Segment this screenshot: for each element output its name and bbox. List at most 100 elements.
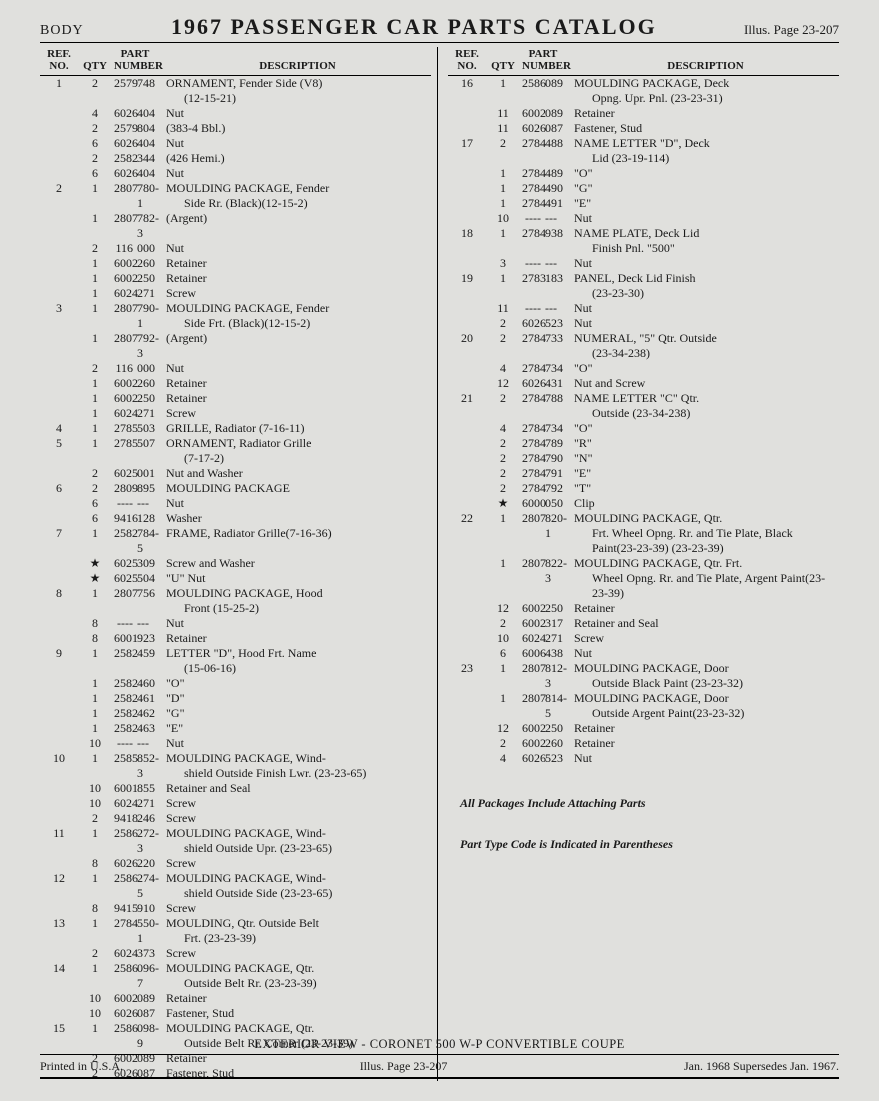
cell-qty: 1	[78, 211, 112, 241]
table-row: 106024271Screw	[448, 631, 839, 646]
cell-part-suffix: ---	[135, 616, 158, 631]
table-row: 212807780-1MOULDING PACKAGE, FenderSide …	[40, 181, 431, 211]
cell-qty: 1	[78, 706, 112, 721]
cell-description: MOULDING, Qtr. Outside BeltFrt. (23-23-3…	[158, 916, 431, 946]
cell-description: GRILLE, Radiator (7-16-11)	[158, 421, 431, 436]
cell-qty: ★	[78, 571, 112, 586]
cell-description: "G"	[158, 706, 431, 721]
cell-qty: 4	[78, 106, 112, 121]
cell-description: Nut	[158, 136, 431, 151]
cell-part-prefix: 6026	[112, 1006, 135, 1021]
table-row: 66026404Nut	[40, 136, 431, 151]
table-row: 1412586096-7MOULDING PACKAGE, Qtr.Outsid…	[40, 961, 431, 991]
table-row: 12582462"G"	[40, 706, 431, 721]
cell-part-prefix: 2807	[520, 556, 543, 601]
table-row: 8-------Nut	[40, 616, 431, 631]
cell-description: Nut	[566, 751, 839, 766]
table-row: 1612586089MOULDING PACKAGE, DeckOpng. Up…	[448, 76, 839, 107]
table-row: 812807756MOULDING PACKAGE, HoodFront (15…	[40, 586, 431, 616]
cell-part-prefix: 2784	[520, 181, 543, 196]
table-row: 126002250Retainer	[448, 601, 839, 616]
table-row: 16002250Retainer	[40, 271, 431, 286]
footer-left: Printed in U.S.A.	[40, 1059, 123, 1074]
table-row: 126002250Retainer	[448, 721, 839, 736]
cell-ref: 19	[448, 271, 486, 301]
cell-description: Retainer	[158, 271, 431, 286]
cell-part-prefix: 6025	[112, 466, 135, 481]
cell-description: Fastener, Stud	[566, 121, 839, 136]
cell-part-suffix: 507	[135, 436, 158, 466]
cell-part-prefix: 9416	[112, 511, 135, 526]
th-qty: QTY	[486, 47, 520, 76]
cell-ref	[40, 511, 78, 526]
cell-description: "E"	[158, 721, 431, 736]
cell-qty: 11	[486, 301, 520, 316]
cell-qty: 11	[486, 106, 520, 121]
cell-part-suffix: 895	[135, 481, 158, 496]
table-row: 512785507ORNAMENT, Radiator Grille(7-17-…	[40, 436, 431, 466]
cell-part-prefix: 2807	[520, 511, 543, 556]
cell-description: "O"	[566, 361, 839, 376]
cell-description: NAME LETTER "D", DeckLid (23-19-114)	[566, 136, 839, 166]
cell-part-prefix: 2807	[112, 211, 135, 241]
table-row: 22784789"R"	[448, 436, 839, 451]
cell-part-prefix: 6024	[112, 286, 135, 301]
cell-ref	[40, 136, 78, 151]
cell-ref	[40, 1006, 78, 1021]
desc-continuation: Outside (23-34-238)	[574, 406, 837, 421]
th-desc: DESCRIPTION	[566, 47, 839, 76]
table-row: 16002260Retainer	[40, 376, 431, 391]
table-row: 10-------Nut	[40, 736, 431, 751]
cell-part-suffix: 734	[543, 361, 566, 376]
cell-part-suffix: 820-1	[543, 511, 566, 556]
cell-part-suffix: 523	[543, 316, 566, 331]
desc-continuation: Side Frt. (Black)(12-15-2)	[166, 316, 429, 331]
cell-description: "U" Nut	[158, 571, 431, 586]
cell-part-prefix: 6002	[112, 391, 135, 406]
cell-qty: 12	[486, 601, 520, 616]
cell-description: (Argent)	[158, 211, 431, 241]
cell-qty: 3	[486, 256, 520, 271]
table-row: 12807814-5MOULDING PACKAGE, DoorOutside …	[448, 691, 839, 721]
cell-qty: 1	[486, 271, 520, 301]
table-row: 712582784-5FRAME, Radiator Grille(7-16-3…	[40, 526, 431, 556]
cell-description: Nut and Washer	[158, 466, 431, 481]
cell-part-prefix: 2784	[520, 361, 543, 376]
cell-qty: 1	[78, 331, 112, 361]
cell-qty: 1	[78, 751, 112, 781]
cell-part-suffix: 791	[543, 466, 566, 481]
table-row: 1112586272-3MOULDING PACKAGE, Wind-shiel…	[40, 826, 431, 856]
cell-part-prefix: 6002	[520, 616, 543, 631]
cell-part-suffix: 087	[135, 1006, 158, 1021]
th-ref: REF.NO.	[40, 47, 78, 76]
cell-ref: 1	[40, 76, 78, 107]
cell-part-prefix: 2586	[112, 961, 135, 991]
cell-description: Screw	[566, 631, 839, 646]
cell-part-prefix: 2783	[520, 271, 543, 301]
cell-description: Nut	[566, 316, 839, 331]
cell-ref	[448, 721, 486, 736]
cell-ref: 13	[40, 916, 78, 946]
cell-part-prefix: 6025	[112, 571, 135, 586]
cell-part-prefix: 2784	[520, 166, 543, 181]
cell-ref	[40, 736, 78, 751]
table-row: 312807790-1MOULDING PACKAGE, FenderSide …	[40, 301, 431, 331]
table-row: 22784791"E"	[448, 466, 839, 481]
table-row: 2022784733NUMERAL, "5" Qtr. Outside(23-3…	[448, 331, 839, 361]
cell-part-prefix: 2582	[112, 706, 135, 721]
cell-qty: 1	[78, 181, 112, 211]
cell-qty: 6	[486, 646, 520, 661]
cell-ref: 20	[448, 331, 486, 361]
cell-description: ORNAMENT, Radiator Grille(7-17-2)	[158, 436, 431, 466]
table-row: 22784790"N"	[448, 451, 839, 466]
cell-description: Screw	[158, 406, 431, 421]
cell-qty: 8	[78, 856, 112, 871]
cell-description: Nut	[566, 301, 839, 316]
cell-part-prefix: 6002	[520, 721, 543, 736]
table-row: 42784734"O"	[448, 421, 839, 436]
cell-qty: 2	[78, 151, 112, 166]
cell-part-suffix: ---	[135, 736, 158, 751]
cell-ref	[448, 361, 486, 376]
cell-description: MOULDING PACKAGE, FenderSide Frt. (Black…	[158, 301, 431, 331]
table-row: 1012585852-3MOULDING PACKAGE, Wind-shiel…	[40, 751, 431, 781]
